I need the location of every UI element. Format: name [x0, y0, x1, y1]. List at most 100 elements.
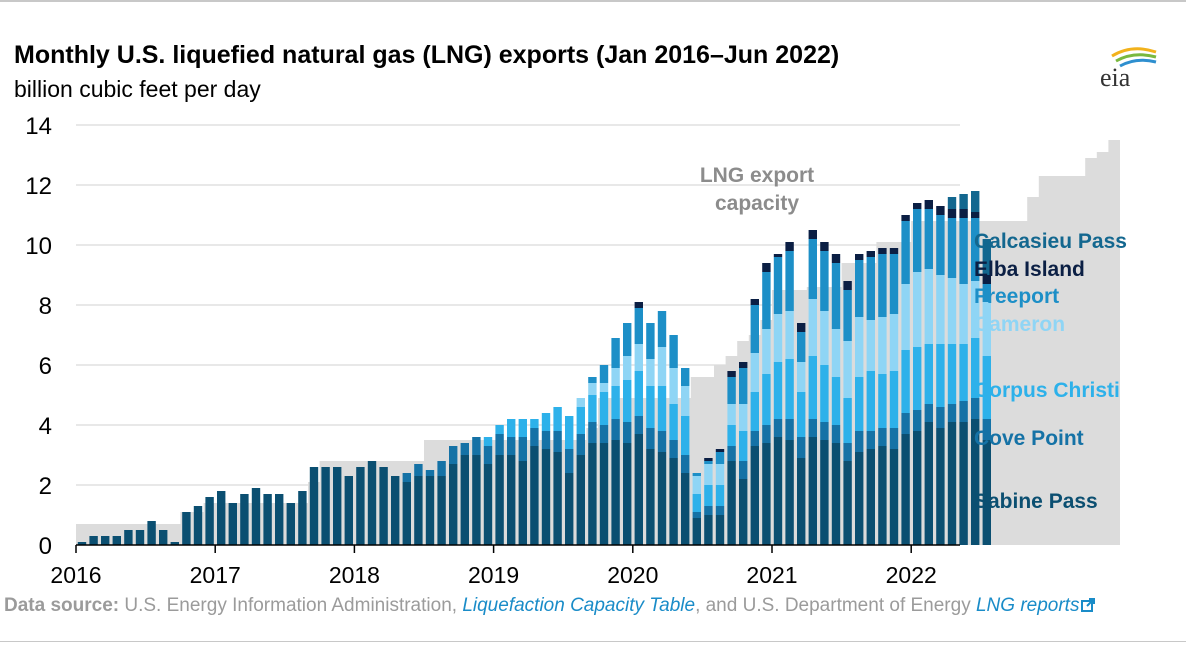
bar-cameron — [657, 347, 667, 386]
bar-freeport — [971, 218, 980, 281]
bar-corpus-christi — [947, 344, 957, 404]
bar-cameron — [820, 311, 829, 365]
bar-elba-island — [913, 203, 922, 209]
bar-sabine-pass — [553, 452, 562, 545]
bar-freeport — [831, 263, 841, 329]
bar-sabine-pass — [843, 461, 852, 545]
bar-cameron — [634, 344, 643, 371]
bar-cove-point — [669, 440, 678, 458]
bar-corpus-christi — [623, 380, 632, 422]
bar-elba-island — [704, 458, 713, 461]
bar-cameron — [855, 317, 864, 377]
bar-cove-point — [495, 434, 504, 455]
bar-elba-island — [762, 263, 771, 272]
bar-corpus-christi — [936, 344, 945, 407]
bar-sabine-pass — [286, 503, 295, 545]
bar-calcasieu-pass — [959, 194, 968, 209]
y-tick-label: 14 — [25, 113, 52, 140]
bar-sabine-pass — [205, 497, 214, 545]
bar-corpus-christi — [518, 419, 527, 437]
bar-sabine-pass — [565, 473, 574, 545]
bar-sabine-pass — [112, 536, 121, 545]
bar-freeport — [797, 332, 806, 362]
bar-elba-island — [750, 299, 759, 305]
bar-sabine-pass — [437, 476, 446, 545]
bar-sabine-pass — [727, 461, 736, 545]
bar-elba-island — [797, 323, 806, 332]
bar-elba-island — [924, 200, 933, 209]
bar-freeport — [947, 218, 957, 278]
bar-cove-point — [739, 461, 748, 479]
bar-corpus-christi — [507, 419, 516, 437]
bar-sabine-pass — [820, 440, 829, 545]
bar-sabine-pass — [924, 422, 933, 545]
bar-cameron — [762, 329, 771, 374]
bar-cameron — [588, 383, 597, 395]
bar-freeport — [692, 473, 701, 476]
bar-sabine-pass — [425, 476, 435, 545]
lng-reports-link[interactable]: LNG reports — [975, 595, 1096, 616]
liquefaction-capacity-link[interactable]: Liquefaction Capacity Table — [462, 595, 696, 616]
bar-sabine-pass — [797, 458, 806, 545]
bar-cameron — [808, 299, 817, 356]
bar-corpus-christi — [576, 407, 585, 434]
chart-title: Monthly U.S. liquefied natural gas (LNG)… — [14, 41, 840, 69]
bar-cameron — [843, 341, 852, 398]
y-tick-label: 10 — [25, 233, 52, 260]
y-tick-label: 12 — [25, 173, 52, 200]
capacity-label: LNG export capacity — [700, 164, 814, 215]
bar-cameron — [611, 368, 620, 386]
bar-sabine-pass — [147, 521, 156, 545]
bar-cameron — [692, 476, 701, 494]
bar-cameron — [889, 314, 899, 371]
source-text-1: U.S. Energy Information Administration, — [119, 595, 463, 616]
bar-sabine-pass — [866, 449, 875, 545]
bar-sabine-pass — [576, 455, 585, 545]
bar-elba-island — [843, 281, 852, 290]
bar-cameron — [646, 359, 655, 386]
bar-freeport — [669, 335, 678, 368]
bar-corpus-christi — [971, 338, 980, 398]
y-tick-label: 4 — [39, 413, 52, 440]
bar-elba-island — [727, 371, 736, 377]
bar-corpus-christi — [959, 344, 968, 401]
x-tick-label: 2021 — [746, 562, 797, 588]
bar-sabine-pass — [739, 479, 748, 545]
bar-corpus-christi — [889, 371, 899, 428]
bar-cove-point — [518, 437, 527, 461]
bar-sabine-pass — [657, 452, 667, 545]
bar-sabine-pass — [762, 443, 771, 545]
bar-freeport — [820, 251, 829, 311]
legend-freeport: Freeport — [974, 285, 1059, 308]
bar-freeport — [785, 251, 794, 311]
bar-sabine-pass — [275, 494, 284, 545]
legend-cove-point: Cove Point — [974, 427, 1084, 450]
bar-cove-point — [599, 425, 609, 443]
bar-cove-point — [889, 428, 899, 449]
bar-sabine-pass — [704, 515, 713, 545]
lng-reports-link-text: LNG reports — [975, 595, 1080, 616]
bar-sabine-pass — [878, 446, 887, 545]
bar-sabine-pass — [483, 464, 493, 545]
bar-cove-point — [808, 419, 817, 437]
bar-corpus-christi — [657, 386, 667, 431]
bar-cove-point — [982, 419, 991, 440]
bar-freeport — [634, 308, 643, 344]
bar-cameron — [623, 356, 632, 380]
bar-sabine-pass — [217, 491, 226, 545]
x-tick-label: 2022 — [886, 562, 937, 588]
bar-freeport — [611, 338, 620, 368]
bar-freeport — [739, 368, 748, 404]
bar-corpus-christi — [820, 365, 829, 422]
bar-freeport — [750, 305, 759, 353]
bar-corpus-christi — [704, 485, 713, 506]
bar-freeport — [727, 377, 736, 404]
bar-freeport — [715, 452, 725, 464]
bar-sabine-pass — [773, 437, 783, 545]
bar-sabine-pass — [959, 422, 968, 545]
bar-elba-island — [878, 248, 887, 254]
bar-freeport — [808, 239, 817, 299]
bar-freeport — [936, 215, 945, 275]
bar-cove-point — [646, 428, 655, 449]
capacity-label-line: LNG export — [700, 164, 814, 187]
